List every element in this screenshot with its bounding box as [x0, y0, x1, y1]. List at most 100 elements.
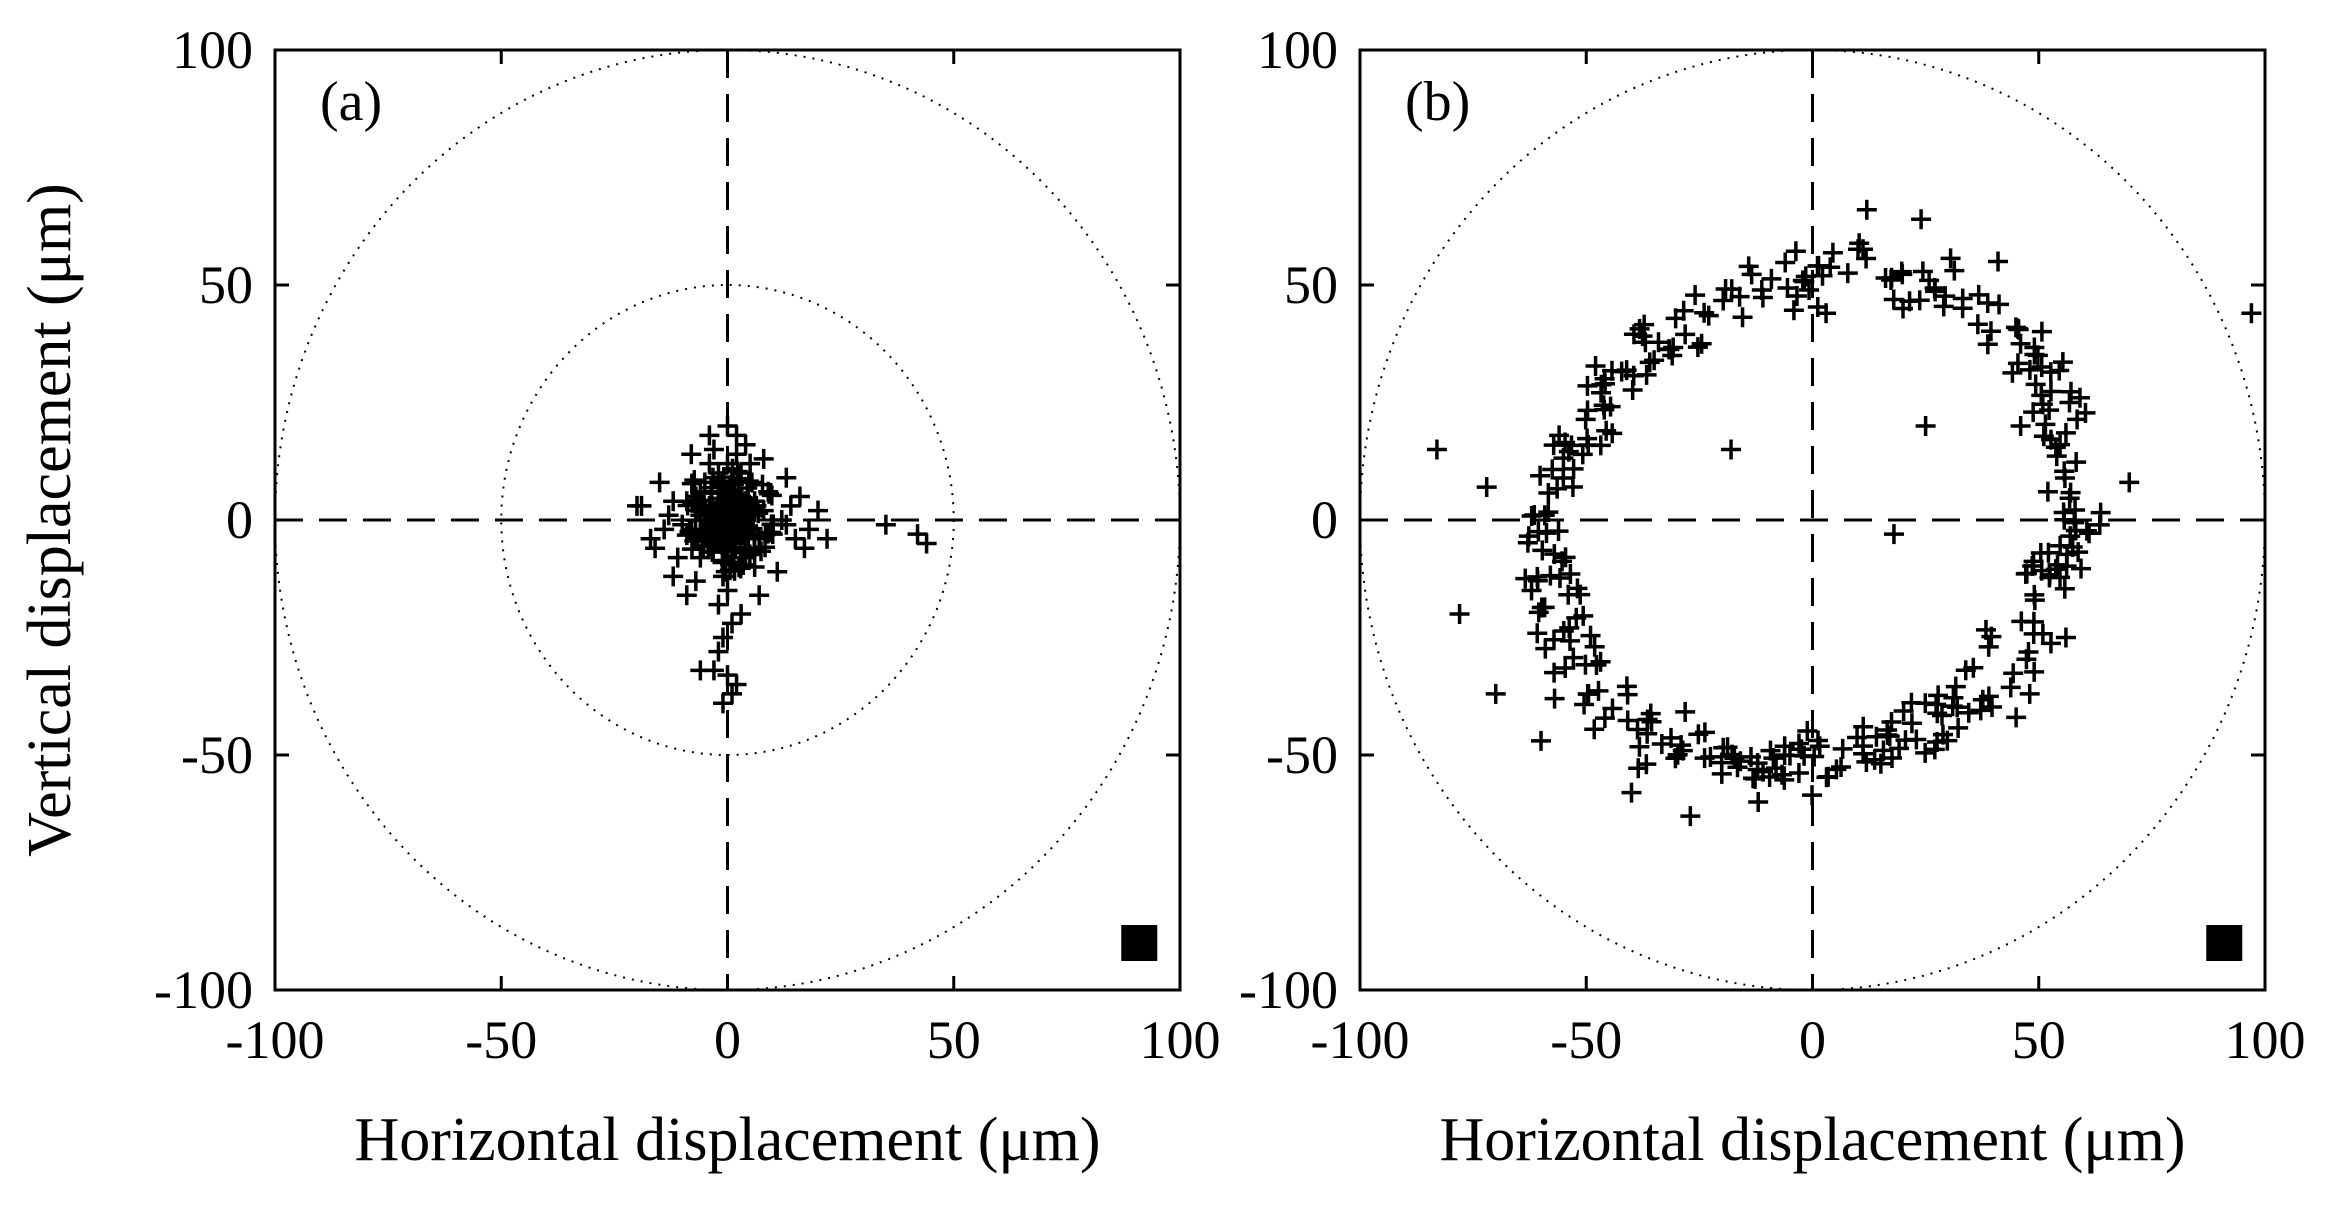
- data-point: [1761, 268, 1782, 289]
- data-point: [1970, 700, 1991, 721]
- data-point: [2050, 535, 2071, 556]
- y-tick-label: 50: [199, 255, 253, 315]
- data-point: [676, 585, 697, 606]
- data-point: [1594, 399, 1615, 420]
- data-point: [1449, 604, 1470, 624]
- data-point: [1542, 459, 1563, 480]
- data-point: [1775, 252, 1796, 273]
- data-point: [1747, 759, 1768, 780]
- data-point: [1538, 483, 1559, 504]
- data-point: [2018, 641, 2039, 662]
- data-point: [738, 526, 759, 547]
- x-tick-label: 100: [2225, 1010, 2306, 1070]
- data-point: [2007, 353, 2028, 374]
- x-axis-title: Horizontal displacement (μm): [355, 1106, 1101, 1174]
- data-point: [1543, 629, 1564, 650]
- data-point: [817, 528, 838, 549]
- data-point: [1577, 400, 1598, 421]
- data-point: [1795, 266, 1816, 287]
- data-point: [1788, 762, 1809, 783]
- data-point: [713, 471, 734, 492]
- y-tick-label: -100: [154, 960, 253, 1020]
- data-point: [2064, 512, 2085, 533]
- data-point: [667, 547, 688, 568]
- data-point: [1849, 233, 1870, 254]
- data-point: [1978, 686, 1999, 707]
- data-point: [1698, 305, 1719, 326]
- y-axis-title: Vertical displacement (μm): [16, 183, 84, 857]
- data-point: [1531, 730, 1551, 751]
- data-point: [712, 693, 733, 714]
- data-point: [1694, 302, 1715, 323]
- data-point: [1915, 742, 1936, 763]
- data-point: [1621, 782, 1642, 803]
- data-point: [645, 538, 666, 559]
- data-point: [753, 448, 774, 469]
- data-point: [1574, 694, 1595, 715]
- data-point: [2060, 482, 2081, 503]
- data-point: [1771, 764, 1792, 785]
- data-point: [681, 473, 702, 494]
- data-point: [2241, 303, 2262, 324]
- data-point: [663, 566, 684, 587]
- data-point: [1988, 251, 2009, 272]
- data-point: [1687, 337, 1708, 358]
- data-point: [755, 537, 776, 558]
- data-point: [2050, 434, 2071, 455]
- data-point: [808, 500, 828, 521]
- data-point: [1745, 768, 1766, 789]
- data-point: [2000, 677, 2021, 698]
- x-tick-label: 50: [927, 1010, 981, 1070]
- data-point: [785, 528, 806, 549]
- data-point: [1570, 584, 1591, 605]
- data-point: [1856, 751, 1877, 772]
- y-tick-label: -50: [181, 725, 253, 785]
- data-point: [2089, 514, 2110, 535]
- data-point: [1963, 657, 1984, 678]
- data-point: [2019, 683, 2040, 704]
- data-point: [1928, 685, 1949, 706]
- data-point: [2054, 578, 2075, 599]
- data-point: [1639, 352, 1660, 373]
- data-point: [722, 613, 743, 634]
- plot-area: [275, 50, 1180, 990]
- data-point: [771, 510, 792, 530]
- data-point: [1783, 300, 1804, 321]
- data-point: [1672, 740, 1693, 761]
- data-point: [2039, 400, 2060, 421]
- data-point: [1644, 350, 1665, 371]
- data-point: [725, 533, 746, 554]
- data-point: [1559, 617, 1580, 638]
- data-point: [875, 514, 896, 535]
- data-point: [1901, 713, 1922, 734]
- data-point: [1553, 448, 1574, 469]
- data-point: [1634, 314, 1655, 335]
- data-point: [640, 528, 661, 549]
- data-point: [705, 514, 726, 535]
- data-point: [1524, 505, 1545, 526]
- data-point: [1883, 289, 1904, 310]
- data-point: [1760, 740, 1781, 761]
- data-point: [1555, 657, 1576, 678]
- data-point: [1759, 766, 1780, 787]
- data-point: [1426, 439, 1447, 460]
- data-point: [1981, 626, 2002, 647]
- data-point: [1792, 270, 1813, 291]
- data-point: [1561, 435, 1582, 456]
- data-point: [1933, 296, 1954, 317]
- data-point: [1543, 435, 1564, 456]
- data-point: [724, 560, 745, 581]
- data-point: [916, 533, 937, 554]
- data-point: [681, 444, 702, 465]
- data-point: [1889, 738, 1910, 759]
- data-point: [2052, 352, 2073, 373]
- data-point: [1673, 300, 1694, 321]
- data-point: [1945, 676, 1966, 697]
- data-point: [1856, 199, 1877, 220]
- data-point: [1977, 334, 1998, 355]
- data-point: [2066, 452, 2087, 473]
- data-point: [1611, 361, 1632, 382]
- data-point: [1563, 458, 1584, 479]
- data-point: [725, 504, 746, 525]
- data-point: [1549, 568, 1570, 589]
